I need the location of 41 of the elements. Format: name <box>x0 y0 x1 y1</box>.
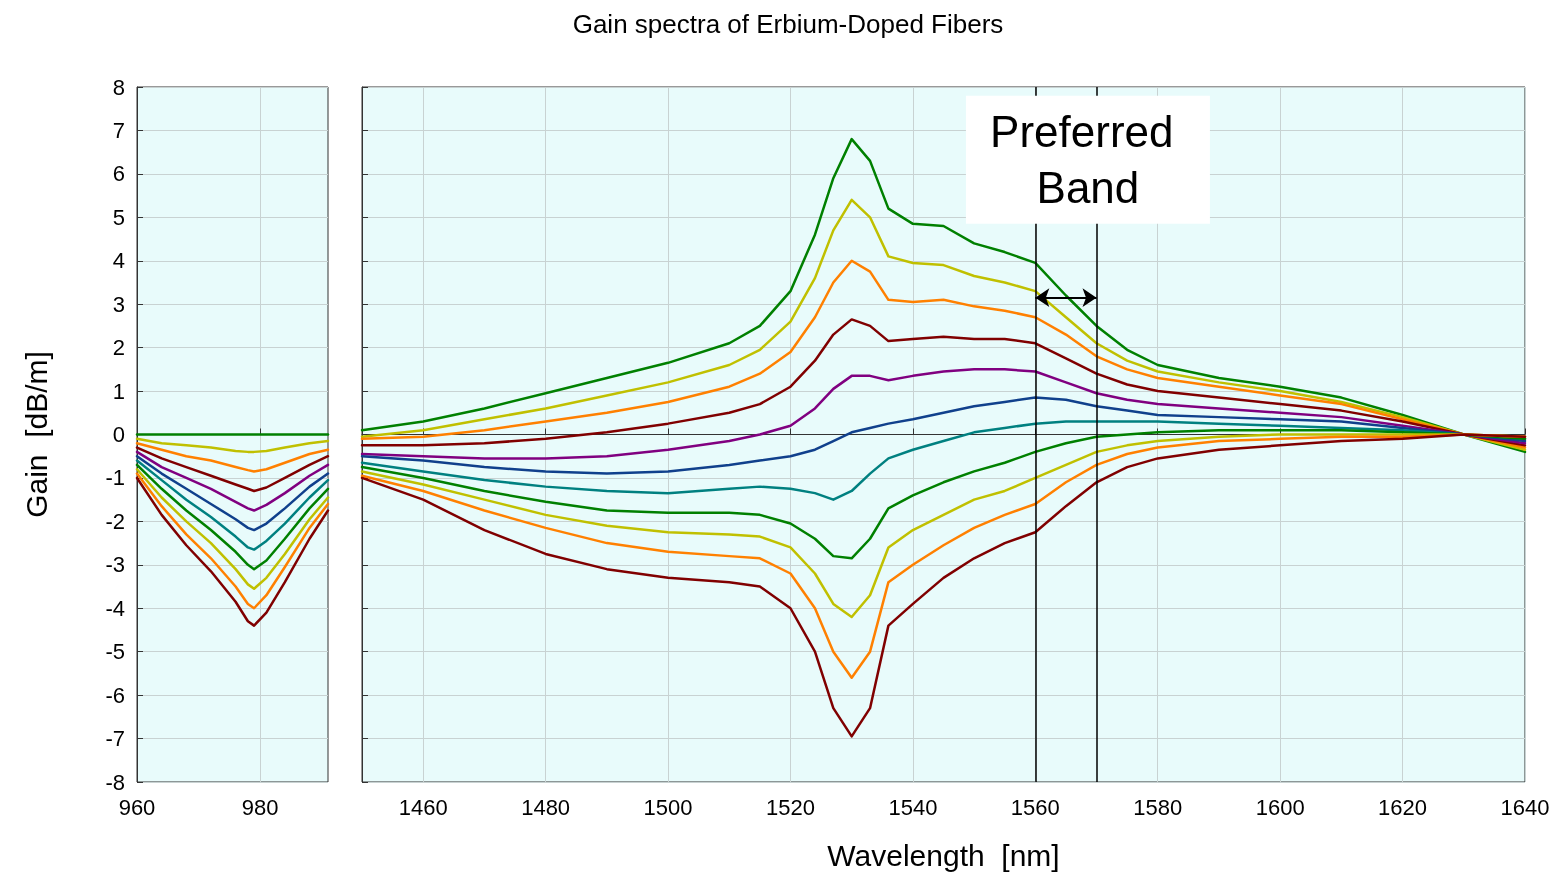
x-tick-label: 1560 <box>1010 794 1060 820</box>
x-tick-label: 1460 <box>398 794 448 820</box>
line-series <box>135 437 330 454</box>
y-tick-label: -3 <box>105 552 125 578</box>
x-tick-label: 1600 <box>1255 794 1305 820</box>
line-series <box>135 450 330 512</box>
y-tick-label: 1 <box>112 378 125 404</box>
y-tick-label: 5 <box>112 204 125 230</box>
y-tick-label: -8 <box>105 769 125 795</box>
x-tick-label: 960 <box>118 794 156 820</box>
y-tick-label: 6 <box>112 161 125 187</box>
line-series <box>135 446 330 493</box>
x-tick-label: 1620 <box>1378 794 1428 820</box>
line-series <box>135 454 330 532</box>
x-tick-label: 980 <box>241 794 279 820</box>
x-tick-label: 1580 <box>1133 794 1183 820</box>
x-tick-label: 1500 <box>643 794 693 820</box>
y-tick-label: 7 <box>112 117 125 143</box>
x-tick-label: 1480 <box>521 794 571 820</box>
y-tick-label: 0 <box>112 422 125 447</box>
x-tick-label: 1520 <box>766 794 815 820</box>
line-series <box>135 459 330 551</box>
y-tick-label: -4 <box>105 595 125 621</box>
x-axis-title: Wavelength [nm] <box>827 838 1060 872</box>
x-tick-label: 1540 <box>888 794 938 820</box>
line-series <box>135 468 330 590</box>
line-series <box>135 441 330 473</box>
y-tick-label: -2 <box>105 508 125 534</box>
annotation: Preferred Band <box>990 107 1186 213</box>
chart-title: Gain spectra of Erbium-Doped Fibers <box>572 9 1004 39</box>
y-tick-label: 8 <box>112 74 125 100</box>
y-tick-label: 3 <box>112 291 125 317</box>
y-tick-label: 2 <box>112 335 125 361</box>
x-tick-label: 1640 <box>1500 794 1550 820</box>
y-tick-label: 4 <box>112 248 125 274</box>
y-tick-label: -6 <box>105 682 125 708</box>
y-axis-title: Gain [dB/m] <box>19 351 53 518</box>
y-tick-label: -5 <box>105 639 125 665</box>
y-tick-label: -1 <box>105 465 125 491</box>
y-tick-label: -7 <box>105 726 125 752</box>
line-series <box>135 463 330 571</box>
